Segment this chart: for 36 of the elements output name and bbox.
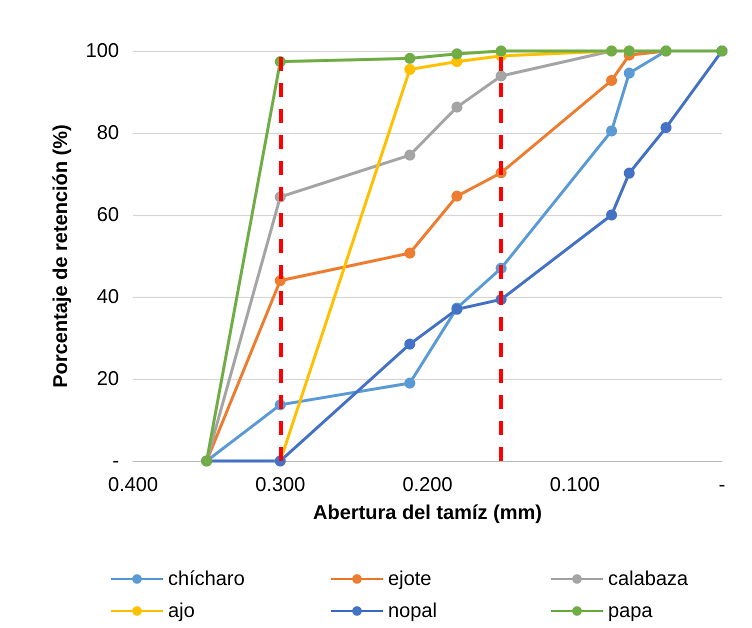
point	[404, 52, 416, 64]
point	[606, 210, 618, 220]
x-tick-label: 0.300	[255, 474, 306, 496]
legend-label: nopal	[388, 600, 437, 622]
point	[404, 248, 416, 259]
point	[404, 378, 416, 389]
legend-label: ajo	[168, 600, 195, 622]
legend-label: ejote	[388, 568, 432, 590]
y-tick-label: 100	[86, 40, 119, 62]
y-tick-label: 80	[96, 122, 119, 144]
point	[624, 168, 635, 179]
point	[606, 125, 618, 136]
x-tick-label: -	[718, 474, 726, 496]
point	[404, 64, 416, 75]
point	[451, 48, 462, 60]
x-axis-title: Abertura del tamíz (mm)	[313, 502, 542, 524]
legend-label: chícharo	[168, 568, 245, 590]
point	[404, 338, 416, 350]
point	[606, 75, 618, 86]
x-tick-label: 0.100	[550, 474, 600, 496]
y-tick-label: 20	[96, 368, 119, 390]
point	[660, 122, 672, 134]
y-tick-label: 60	[96, 204, 119, 226]
legend-label: calabaza	[608, 568, 689, 590]
point	[451, 190, 462, 202]
y-axis-title: Porcentaje de retención (%)	[50, 124, 72, 388]
point	[624, 68, 635, 79]
legend-label: papa	[608, 600, 654, 622]
point	[496, 46, 507, 56]
y-tick-label: 40	[96, 286, 119, 308]
point	[451, 102, 462, 113]
x-tick-label: 0.200	[402, 474, 453, 496]
y-tick-label: -	[112, 450, 119, 472]
point	[404, 150, 416, 161]
point	[496, 70, 507, 82]
x-tick-label: 0.400	[108, 474, 158, 496]
